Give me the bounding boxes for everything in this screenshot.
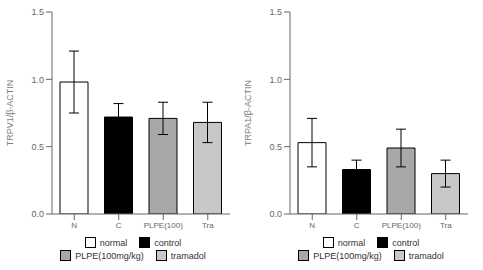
svg-text:Tra: Tra [202,221,214,230]
svg-text:1.5: 1.5 [31,7,44,17]
svg-text:0.5: 0.5 [269,142,282,152]
svg-text:1.5: 1.5 [269,7,282,17]
svg-text:1.0: 1.0 [31,75,44,85]
html-text:control: control [392,237,420,248]
html-text:tramadol: tramadol [170,250,206,261]
svg-text:PLPE(100): PLPE(100) [144,221,183,230]
svg-text:0.0: 0.0 [31,209,44,219]
svg-text:C: C [354,221,360,230]
svg-text:0.0: 0.0 [269,209,282,219]
svg-text:C: C [116,221,122,230]
html-text:normal: normal [99,237,128,248]
html-text:control: control [154,237,182,248]
svg-text:N: N [309,221,315,230]
svg-text:TRPV1/β-ACTIN: TRPV1/β-ACTIN [8,80,15,147]
svg-text:1.0: 1.0 [269,75,282,85]
html-text:tramadol: tramadol [408,250,444,261]
svg-text:0.5: 0.5 [31,142,44,152]
svg-text:PLPE(100): PLPE(100) [382,221,421,230]
html-text:PLPE(100mg/kg): PLPE(100mg/kg) [75,250,144,261]
html-text:PLPE(100mg/kg): PLPE(100mg/kg) [313,250,382,261]
svg-text:TRPA1/β-ACTIN: TRPA1/β-ACTIN [243,80,253,146]
html-text:normal: normal [337,237,366,248]
svg-text:Tra: Tra [440,221,452,230]
svg-text:N: N [71,221,77,230]
